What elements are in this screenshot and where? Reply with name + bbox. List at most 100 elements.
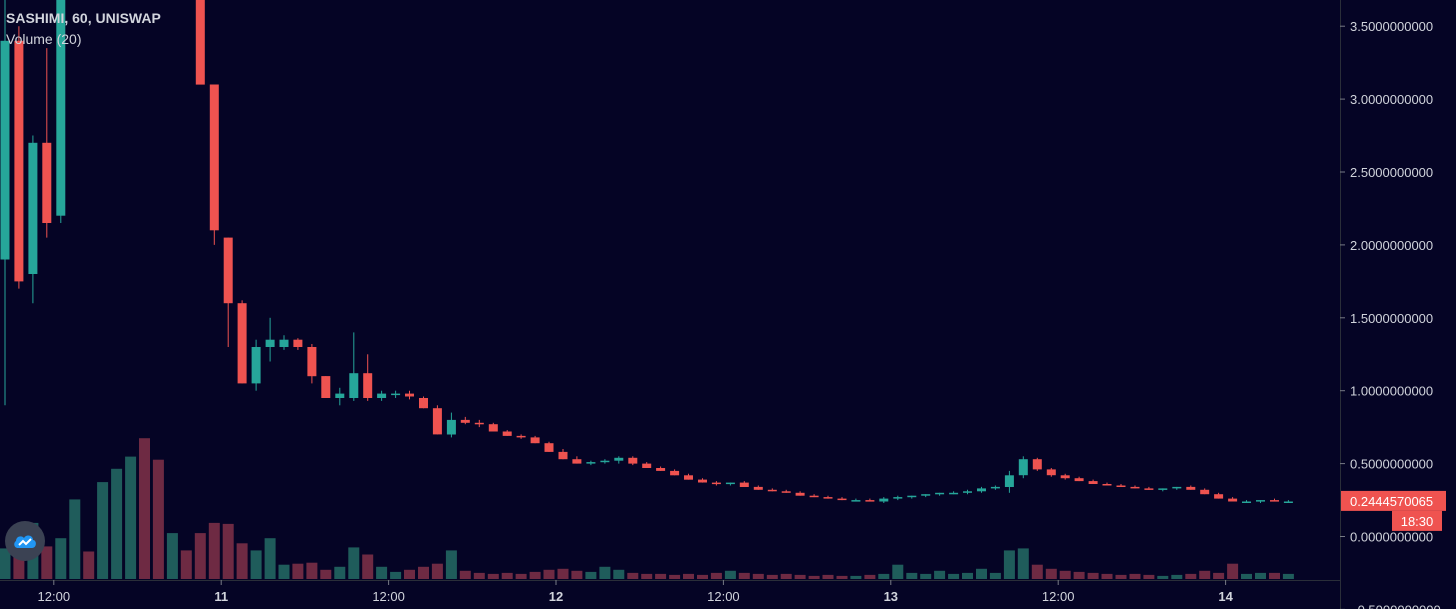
candle-body[interactable] <box>949 492 959 495</box>
symbol-title[interactable]: SASHIMI, 60, UNISWAP <box>6 10 161 26</box>
candle-body[interactable] <box>307 347 317 377</box>
candle-body[interactable] <box>809 495 819 498</box>
candle-body[interactable] <box>1130 486 1140 489</box>
candle-body[interactable] <box>419 398 428 409</box>
candle-body[interactable] <box>865 500 875 502</box>
candle-body[interactable] <box>405 393 414 397</box>
candle-body[interactable] <box>1102 484 1112 486</box>
candle-body[interactable] <box>725 482 735 485</box>
candle-body[interactable] <box>907 495 917 498</box>
candle-body[interactable] <box>279 339 289 347</box>
candle-body[interactable] <box>502 431 512 436</box>
candle-body[interactable] <box>921 494 931 496</box>
volume-bar <box>376 566 388 579</box>
candle-body[interactable] <box>377 393 387 398</box>
candle-body[interactable] <box>1158 488 1168 490</box>
candle-body[interactable] <box>28 142 38 274</box>
candle-body[interactable] <box>1270 500 1279 502</box>
candle-body[interactable] <box>893 497 903 499</box>
volume-bar <box>208 522 220 579</box>
brand-logo[interactable] <box>5 521 45 561</box>
candle-body[interactable] <box>460 419 470 423</box>
candle-body[interactable] <box>1046 469 1056 476</box>
price-axis[interactable]: 7.00000000006.50000000006.00000000005.50… <box>1340 0 1441 609</box>
candle-body[interactable] <box>1032 459 1042 470</box>
time-axis[interactable]: 12:00 11 12:00 12 12:00 13 12:00 14 <box>38 580 1234 604</box>
candle-body[interactable] <box>432 408 442 435</box>
candle-body[interactable] <box>251 347 261 384</box>
candle-body[interactable] <box>1283 501 1293 504</box>
candle-body[interactable] <box>209 84 219 231</box>
candle-body[interactable] <box>335 393 345 398</box>
volume-bar <box>404 569 415 579</box>
candle-body[interactable] <box>656 468 666 471</box>
candle-body[interactable] <box>488 424 498 432</box>
candle-body[interactable] <box>474 422 484 425</box>
candle-body[interactable] <box>321 376 331 398</box>
candle-body[interactable] <box>0 40 10 260</box>
candle-body[interactable] <box>1116 485 1126 488</box>
candle-body[interactable] <box>753 486 763 490</box>
candle-body[interactable] <box>446 419 456 435</box>
candle-body[interactable] <box>363 373 373 398</box>
candle-body[interactable] <box>670 470 680 476</box>
candle-body[interactable] <box>1214 494 1224 499</box>
candle-body[interactable] <box>1018 459 1028 476</box>
volume-indicator-label[interactable]: Volume (20) <box>6 31 82 47</box>
candle-body[interactable] <box>781 491 791 493</box>
candle-body[interactable] <box>1172 486 1182 489</box>
candle-body[interactable] <box>516 435 526 438</box>
volume-bar <box>1017 548 1029 579</box>
candle-body[interactable] <box>223 237 233 304</box>
candle-body[interactable] <box>1256 500 1265 502</box>
candle-body[interactable] <box>711 482 721 485</box>
candle-body[interactable] <box>14 40 24 282</box>
candle-body[interactable] <box>572 459 582 464</box>
candle-body[interactable] <box>1060 475 1070 479</box>
candle-body[interactable] <box>837 498 847 501</box>
candle-body[interactable] <box>42 142 52 223</box>
candle-body[interactable] <box>879 498 889 502</box>
candle-body[interactable] <box>1242 501 1251 504</box>
candle-body[interactable] <box>56 0 66 216</box>
candle-body[interactable] <box>642 463 652 468</box>
candle-body[interactable] <box>237 303 247 384</box>
candle-body[interactable] <box>558 451 568 460</box>
candle-body[interactable] <box>684 475 693 480</box>
candle-body[interactable] <box>1144 488 1154 490</box>
candle-body[interactable] <box>739 482 749 487</box>
candle-body[interactable] <box>1200 489 1210 495</box>
candle-body[interactable] <box>293 339 303 347</box>
candle-body[interactable] <box>963 491 972 493</box>
candle-body[interactable] <box>544 443 554 452</box>
candle-body[interactable] <box>698 479 707 483</box>
candle-body[interactable] <box>1228 498 1238 502</box>
candle-body[interactable] <box>349 373 359 398</box>
candle-body[interactable] <box>851 500 861 502</box>
candle-body[interactable] <box>600 460 610 463</box>
candle-body[interactable] <box>1186 486 1196 490</box>
candle-body[interactable] <box>795 492 805 496</box>
candle-body[interactable] <box>935 492 945 495</box>
candle-body[interactable] <box>977 488 986 492</box>
candle-body[interactable] <box>1004 475 1014 487</box>
candle-body[interactable] <box>391 393 401 396</box>
candle-body[interactable] <box>530 437 540 444</box>
candle-body[interactable] <box>195 0 205 85</box>
last-price-label: 0.2444570065 <box>1350 494 1433 509</box>
candle-body[interactable] <box>265 339 275 347</box>
volume-bar <box>445 550 457 579</box>
candle-body[interactable] <box>1088 481 1098 484</box>
candle-body[interactable] <box>823 497 833 499</box>
volume-bar <box>697 574 708 579</box>
candle-body[interactable] <box>628 457 638 464</box>
candle-body[interactable] <box>990 486 1000 489</box>
candle-body[interactable] <box>614 457 624 461</box>
candle-body[interactable] <box>586 462 596 464</box>
volume-bar <box>1101 573 1113 579</box>
candle-body[interactable] <box>1074 478 1084 482</box>
price-tick-label: 3.5000000000 <box>1350 19 1433 34</box>
candle-body[interactable] <box>767 489 777 492</box>
price-tick-label: 3.0000000000 <box>1350 92 1433 107</box>
